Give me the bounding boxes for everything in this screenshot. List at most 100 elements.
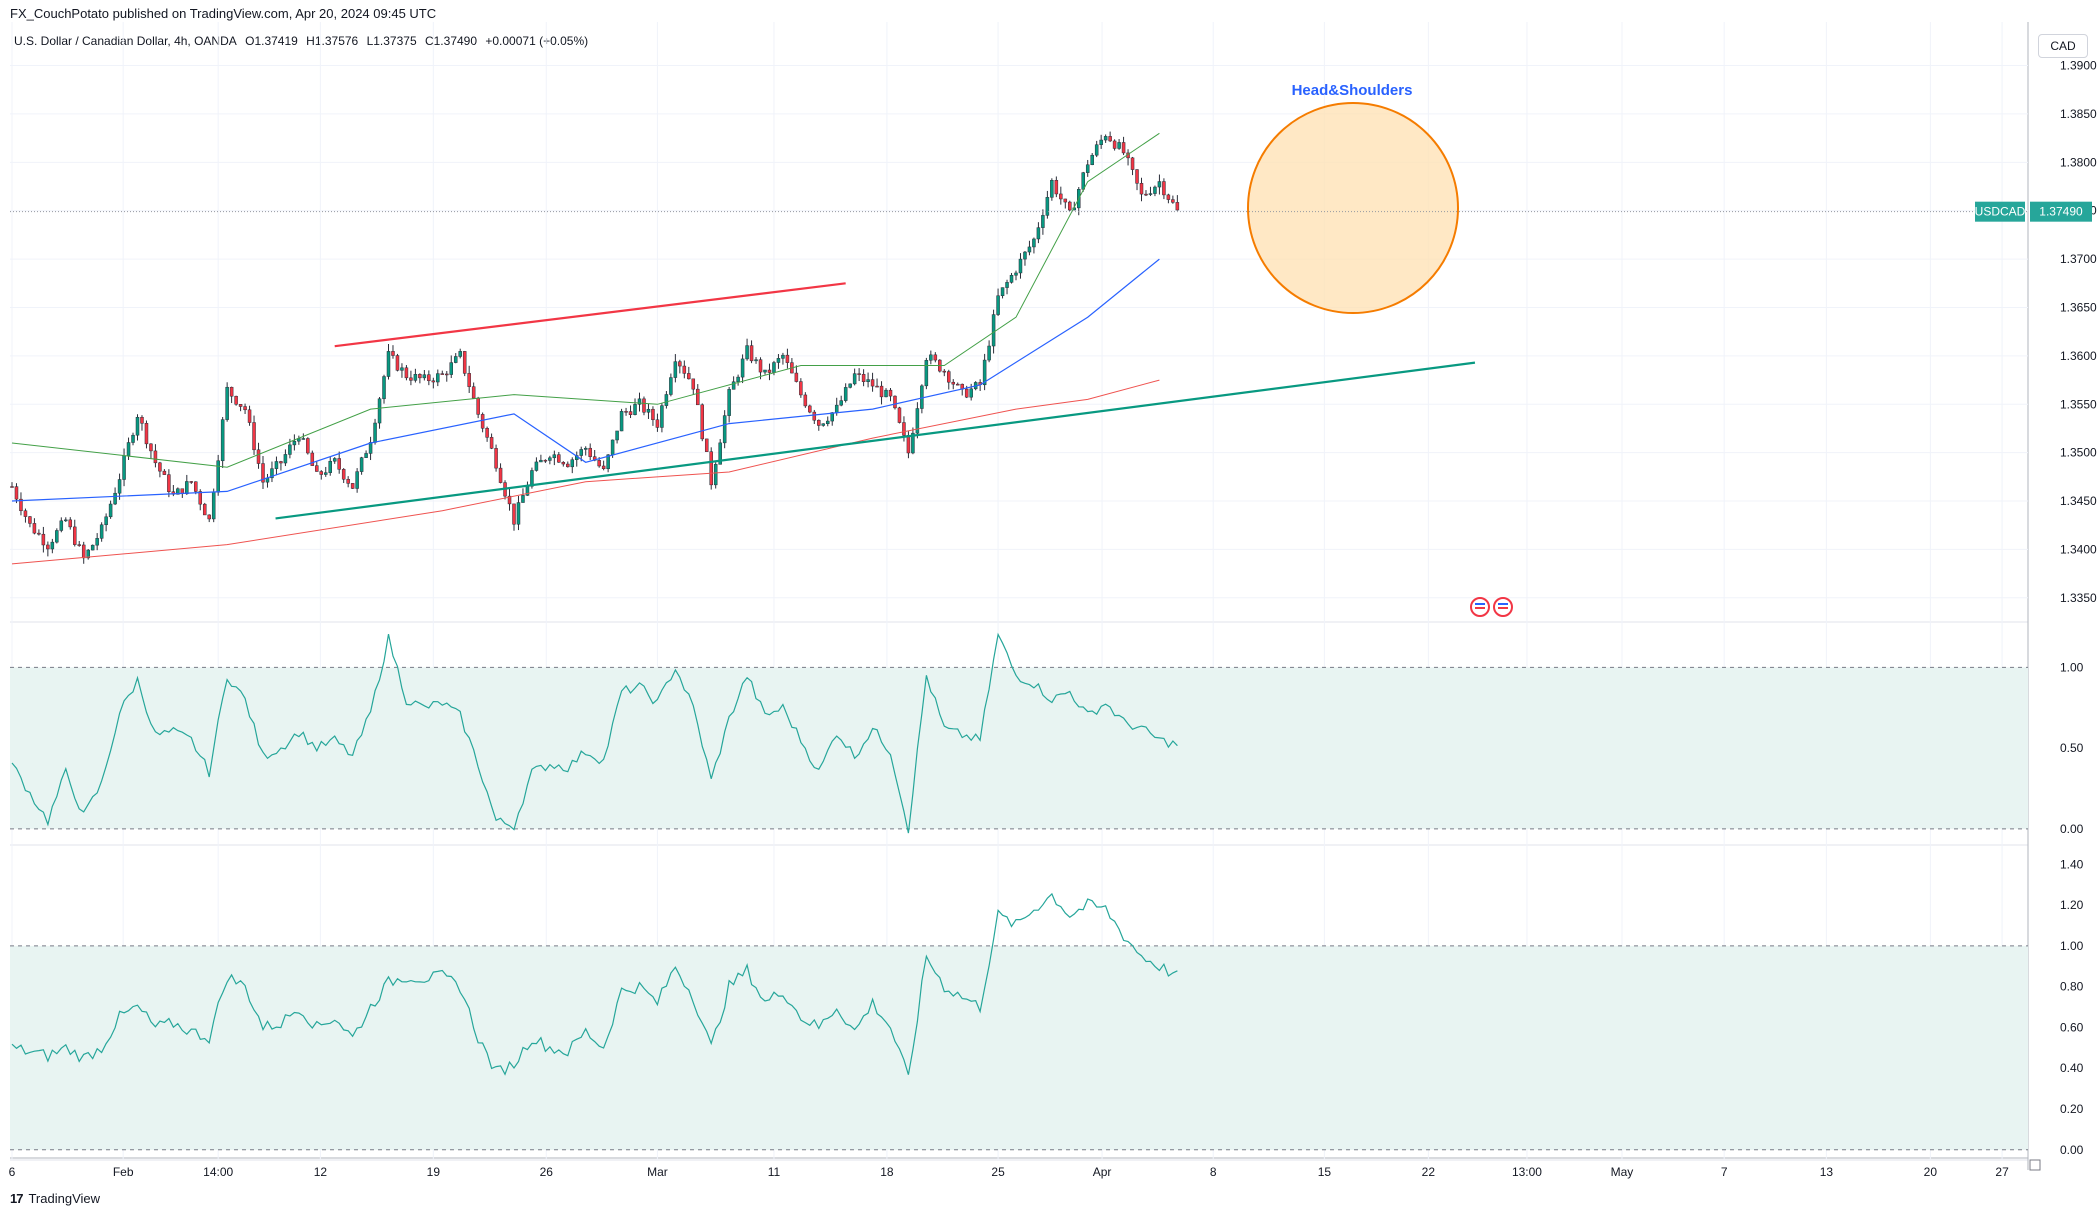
candle[interactable] [758,359,763,373]
candle[interactable] [14,486,19,500]
candle[interactable] [449,362,453,375]
candle[interactable] [131,434,135,443]
candle[interactable] [1059,193,1063,200]
candle[interactable] [848,383,852,388]
candle[interactable] [234,395,238,405]
candle[interactable] [126,442,131,456]
candle[interactable] [149,443,153,452]
candle[interactable] [194,481,198,492]
candle[interactable] [1063,198,1068,203]
candle[interactable] [534,461,539,471]
candle[interactable] [46,544,50,550]
candle[interactable] [512,503,516,525]
candle[interactable] [628,411,633,415]
candle[interactable] [1027,246,1032,253]
candle[interactable] [597,460,601,467]
candle[interactable] [861,374,866,383]
candle[interactable] [955,383,960,386]
candle[interactable] [700,404,704,440]
candle[interactable] [382,376,386,400]
candle[interactable] [803,394,808,407]
candle[interactable] [996,295,1000,315]
candle[interactable] [252,422,256,451]
candle[interactable] [261,463,265,483]
candle[interactable] [494,448,498,469]
candle[interactable] [646,408,651,413]
candle[interactable] [884,389,888,398]
candle[interactable] [507,495,512,505]
candle[interactable] [817,419,821,426]
candle[interactable] [879,385,884,398]
candle[interactable] [359,457,364,472]
head-shoulders-circle[interactable] [1247,102,1459,314]
candle[interactable] [368,442,373,454]
candle[interactable] [485,428,489,438]
candle[interactable] [1090,154,1094,166]
candle[interactable] [678,361,682,367]
candle[interactable] [247,409,252,423]
candle[interactable] [1068,201,1072,211]
support-trendline[interactable] [275,361,1476,520]
candle[interactable] [1081,172,1085,190]
candle[interactable] [279,461,283,464]
candle[interactable] [731,381,736,390]
candle[interactable] [566,463,570,468]
candle[interactable] [713,464,718,486]
candle[interactable] [588,447,592,457]
candle[interactable] [431,380,436,383]
candle[interactable] [158,462,162,472]
candle[interactable] [162,470,167,475]
candle[interactable] [489,437,494,449]
candle[interactable] [767,369,772,373]
candle[interactable] [1153,186,1157,194]
candle[interactable] [624,411,628,413]
candle[interactable] [785,354,790,363]
candle[interactable] [691,378,696,390]
candle[interactable] [951,381,955,385]
candle[interactable] [1175,202,1180,211]
candle[interactable] [709,451,713,486]
candle[interactable] [1130,157,1135,170]
candle[interactable] [90,544,95,551]
candle[interactable] [189,481,194,483]
candle[interactable] [288,444,292,455]
candle[interactable] [902,422,906,436]
candle[interactable] [736,376,740,383]
resistance-trendline[interactable] [334,282,846,348]
candle[interactable] [95,538,99,546]
candle[interactable] [794,372,799,382]
candle[interactable] [32,523,37,534]
candle[interactable] [436,373,440,383]
candle[interactable] [991,314,996,347]
candle[interactable] [59,520,64,531]
candle[interactable] [834,404,839,413]
candle[interactable] [745,345,749,360]
candle[interactable] [55,530,59,543]
candle[interactable] [969,388,973,398]
candle[interactable] [283,454,288,464]
candle[interactable] [772,362,776,373]
candle[interactable] [274,461,279,469]
candle[interactable] [1032,238,1036,248]
candle[interactable] [198,491,202,505]
candle[interactable] [933,354,938,361]
candle[interactable] [947,371,951,383]
candle[interactable] [185,481,189,495]
candle[interactable] [637,398,642,405]
candle[interactable] [1144,193,1148,196]
candle[interactable] [982,359,987,386]
candle[interactable] [207,514,211,520]
candle[interactable] [301,438,306,440]
candle[interactable] [1014,272,1018,276]
candle[interactable] [583,447,588,450]
candle[interactable] [395,355,400,371]
candle[interactable] [480,414,485,429]
candle[interactable] [839,400,843,406]
candle[interactable] [332,458,337,462]
candle[interactable] [292,440,297,446]
candle[interactable] [875,385,879,388]
candle[interactable] [776,358,781,363]
candle[interactable] [310,452,315,466]
candle[interactable] [1036,227,1041,240]
candle[interactable] [427,374,431,382]
